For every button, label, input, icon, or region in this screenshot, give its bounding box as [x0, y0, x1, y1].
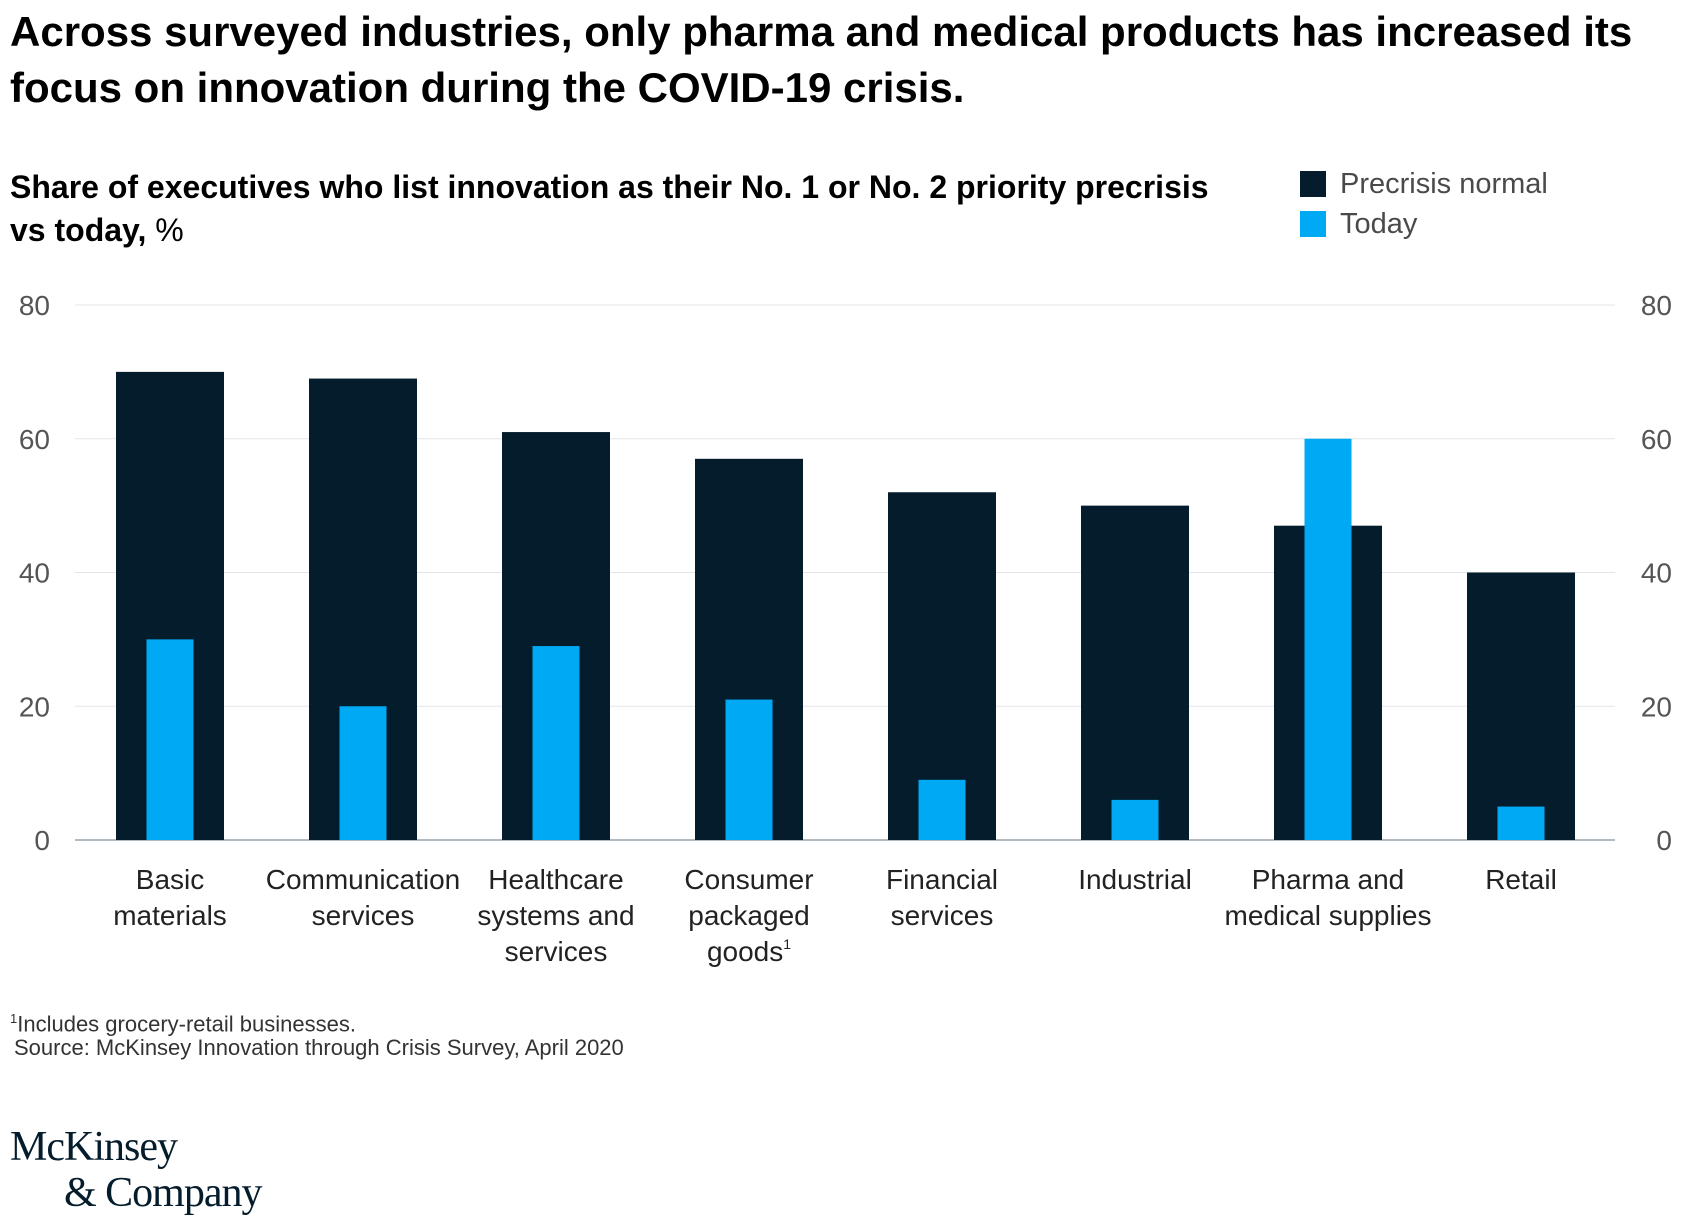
legend-label-today: Today [1340, 207, 1418, 240]
y-tick-label-right: 0 [1656, 825, 1672, 856]
y-tick-label-right: 60 [1641, 424, 1672, 455]
bar-chart: 0 0 20 20 40 40 60 60 80 80 Basic materials Communic… [19, 290, 1672, 967]
x-category-label-line: medical supplies [1225, 900, 1432, 931]
footnote-marker: 1 [10, 1011, 18, 1026]
y-tick-label-left: 0 [34, 825, 50, 856]
y-tick-label-left: 20 [19, 691, 50, 722]
x-category-label-line: Pharma and [1252, 864, 1405, 895]
x-category-label-line: services [312, 900, 415, 931]
x-category-label: Industrial [1078, 864, 1192, 895]
x-category-label-line: Healthcare [488, 864, 623, 895]
x-category-label-line: goods1 [707, 936, 791, 967]
legend-swatch-precrisis [1300, 171, 1326, 197]
x-category-label-line: packaged [688, 900, 809, 931]
subtitle-text: Share of executives who list innovation … [10, 169, 1209, 248]
x-category-label-line: Retail [1485, 864, 1557, 895]
legend-label-precrisis: Precrisis normal [1340, 167, 1548, 200]
x-category-label-line: Consumer [684, 864, 813, 895]
x-category-label: Retail [1485, 864, 1557, 895]
bar-today [1111, 799, 1159, 840]
chart-headline: Across surveyed industries, only pharma … [10, 8, 1633, 111]
bar-today [1304, 438, 1352, 840]
y-tick-label-right: 40 [1641, 558, 1672, 589]
x-category-label-line: services [505, 936, 608, 967]
chart-subtitle: Share of executives who list innovation … [10, 166, 1210, 252]
x-category-label-line: systems and [477, 900, 634, 931]
x-category-label-line: Communication [266, 864, 461, 895]
legend-item-today: Today [1300, 204, 1548, 244]
bar-today [1497, 806, 1545, 840]
x-category-label: Communication services [266, 864, 461, 931]
footnote-text: Includes grocery-retail businesses. [17, 1011, 356, 1037]
bar-precrisis [1467, 572, 1575, 840]
x-category-label-line: materials [113, 900, 227, 931]
x-category-label-line: Industrial [1078, 864, 1192, 895]
bar-today [146, 639, 194, 840]
bar-today [725, 699, 773, 840]
x-category-label: Healthcare systems and services [477, 864, 634, 967]
x-category-label-line: Financial [886, 864, 998, 895]
y-tick-label-right: 80 [1641, 290, 1672, 321]
y-tick-label-left: 80 [19, 290, 50, 321]
bar-today [339, 706, 387, 840]
chart-legend: Precrisis normal Today [1300, 164, 1548, 244]
x-category-label: Pharma and medical supplies [1225, 864, 1432, 931]
y-tick-label-right: 20 [1641, 691, 1672, 722]
x-category-label: Consumer packaged goods1 [684, 864, 813, 967]
bar-today [532, 646, 580, 840]
y-tick-label-left: 60 [19, 424, 50, 455]
x-category-label: Financial services [886, 864, 998, 931]
y-tick-label-left: 40 [19, 558, 50, 589]
x-category-label-line: Basic [136, 864, 204, 895]
x-category-label: Basic materials [113, 864, 227, 931]
x-category-label-footnote-marker: 1 [783, 936, 791, 952]
bar-precrisis [1081, 505, 1189, 840]
logo-line-1: McKinsey [10, 1124, 178, 1170]
subtitle-unit: % [146, 212, 184, 248]
bar-today [918, 779, 966, 840]
legend-swatch-today [1300, 211, 1326, 237]
mckinsey-logo: McKinsey & Company [10, 1124, 262, 1216]
logo-line-2: & Company [64, 1170, 262, 1216]
legend-item-precrisis: Precrisis normal [1300, 164, 1548, 204]
footnote: 1Includes grocery-retail businesses. [10, 1005, 356, 1038]
source-note: Source: McKinsey Innovation through Cris… [14, 1035, 624, 1060]
x-category-label-line: services [891, 900, 994, 931]
